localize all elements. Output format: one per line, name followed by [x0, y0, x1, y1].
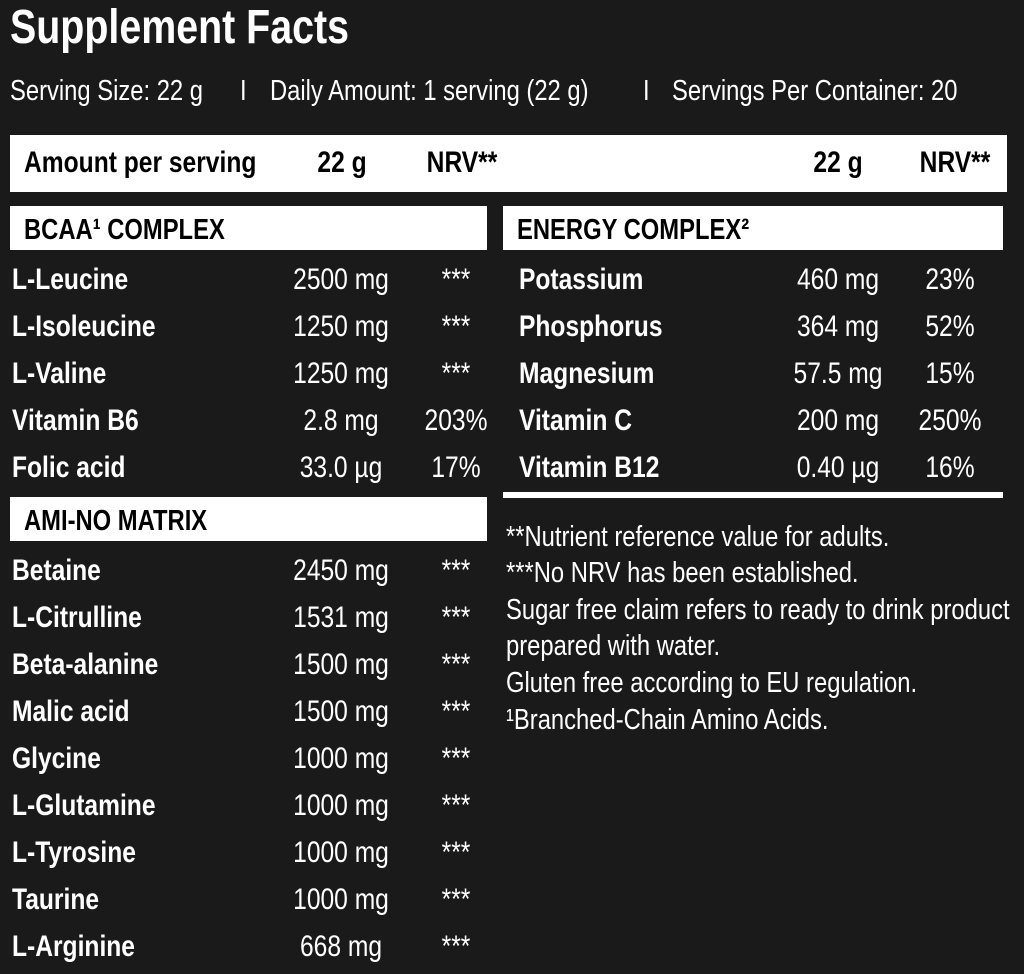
nutrient-nrv: *** — [441, 789, 471, 822]
section-title: BCAA¹ COMPLEX — [24, 213, 225, 246]
nutrient-amount: 2500 mg — [293, 263, 389, 296]
section-bar — [503, 206, 1003, 250]
nutrient-nrv: *** — [441, 263, 471, 296]
header-cell: 22 g — [813, 146, 863, 179]
nutrient-nrv: *** — [441, 554, 471, 587]
serving-info: I — [240, 74, 247, 107]
nutrient-amount: 1500 mg — [293, 648, 389, 681]
header-cell: NRV** — [426, 146, 498, 179]
nutrient-amount: 200 mg — [796, 404, 880, 437]
nutrient-nrv: 17% — [431, 451, 481, 484]
nutrient-name: Vitamin C — [519, 404, 633, 437]
nutrient-nrv: *** — [441, 601, 471, 634]
nutrient-amount: 0.40 µg — [796, 451, 880, 484]
section-title: AMI-NO MATRIX — [24, 504, 208, 537]
footnote: Sugar free claim refers to ready to drin… — [506, 593, 1010, 626]
header-cell: Amount per serving — [24, 146, 257, 179]
header-cell: 22 g — [317, 146, 367, 179]
nutrient-amount: 460 mg — [796, 263, 880, 296]
nutrient-nrv: *** — [441, 836, 471, 869]
nutrient-name: Beta-alanine — [12, 648, 159, 681]
section-bar — [10, 497, 487, 541]
nutrient-nrv: *** — [441, 357, 471, 390]
nutrient-name: Vitamin B6 — [12, 404, 139, 437]
nutrient-name: Phosphorus — [519, 310, 663, 343]
nutrient-amount: 1500 mg — [293, 695, 389, 728]
nutrient-amount: 1000 mg — [293, 883, 389, 916]
divider — [503, 492, 1003, 498]
nutrient-nrv: 250% — [918, 404, 982, 437]
nutrient-amount: 668 mg — [299, 930, 383, 963]
header-cell: NRV** — [919, 146, 991, 179]
nutrient-name: L-Leucine — [12, 263, 129, 296]
nutrient-amount: 1250 mg — [293, 310, 389, 343]
nutrient-amount: 57.5 mg — [793, 357, 883, 390]
nutrient-name: L-Glutamine — [12, 789, 156, 822]
header-bar — [10, 135, 1007, 192]
nutrient-name: L-Citrulline — [12, 601, 142, 634]
title: Supplement Facts — [10, 1, 350, 54]
footnote: prepared with water. — [506, 630, 721, 663]
footnote: ¹Branched-Chain Amino Acids. — [506, 703, 829, 736]
footnote: Gluten free according to EU regulation. — [506, 666, 918, 699]
nutrient-name: Malic acid — [12, 695, 130, 728]
nutrient-amount: 1250 mg — [293, 357, 389, 390]
nutrient-name: Folic acid — [12, 451, 126, 484]
nutrient-name: L-Tyrosine — [12, 836, 136, 869]
nutrient-amount: 1000 mg — [293, 742, 389, 775]
nutrient-name: Betaine — [12, 554, 101, 587]
nutrient-amount: 33.0 µg — [299, 451, 383, 484]
nutrient-amount: 2.8 mg — [303, 404, 379, 437]
nutrient-nrv: 203% — [424, 404, 488, 437]
nutrient-nrv: 23% — [925, 263, 975, 296]
nutrient-name: L-Valine — [12, 357, 107, 390]
serving-info: Serving Size: 22 g — [10, 74, 203, 107]
nutrient-name: Glycine — [12, 742, 101, 775]
nutrient-amount: 1531 mg — [293, 601, 389, 634]
serving-info: I — [643, 74, 650, 107]
nutrient-nrv: *** — [441, 930, 471, 963]
nutrient-name: Potassium — [519, 263, 644, 296]
nutrient-nrv: 16% — [925, 451, 975, 484]
nutrient-name: Magnesium — [519, 357, 655, 390]
nutrient-nrv: 15% — [925, 357, 975, 390]
nutrient-nrv: *** — [441, 883, 471, 916]
nutrient-amount: 1000 mg — [293, 836, 389, 869]
nutrient-nrv: *** — [441, 742, 471, 775]
nutrient-nrv: 52% — [925, 310, 975, 343]
section-title: ENERGY COMPLEX² — [517, 213, 750, 246]
footnote: **Nutrient reference value for adults. — [506, 520, 890, 553]
serving-info: Servings Per Container: 20 — [672, 74, 958, 107]
nutrient-amount: 1000 mg — [293, 789, 389, 822]
nutrient-nrv: *** — [441, 695, 471, 728]
nutrient-name: Taurine — [12, 883, 100, 916]
section-bar — [10, 206, 487, 250]
nutrient-nrv: *** — [441, 310, 471, 343]
serving-info: Daily Amount: 1 serving (22 g) — [270, 74, 589, 107]
nutrient-amount: 364 mg — [796, 310, 880, 343]
footnote: ***No NRV has been established. — [506, 557, 859, 590]
nutrient-name: Vitamin B12 — [519, 451, 660, 484]
nutrient-nrv: *** — [441, 648, 471, 681]
nutrient-amount: 2450 mg — [293, 554, 389, 587]
nutrient-name: L-Arginine — [12, 930, 135, 963]
nutrient-name: L-Isoleucine — [12, 310, 156, 343]
